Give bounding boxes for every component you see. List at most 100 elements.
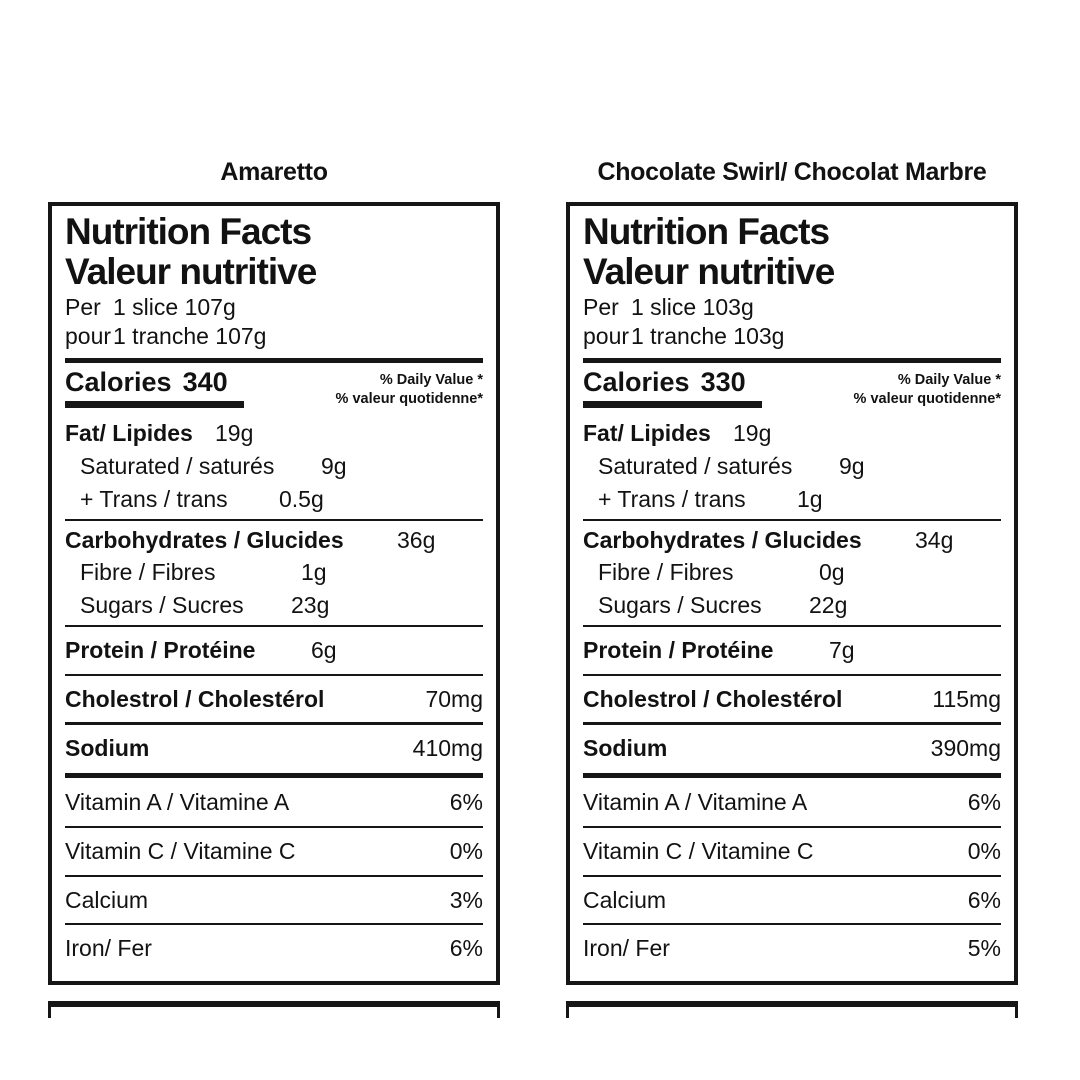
nutrient-label: Calcium: [583, 886, 667, 913]
divider: [583, 358, 1001, 364]
divider: [65, 624, 483, 627]
divider: [583, 518, 1001, 521]
serving-value-fr: 1 tranche 107g: [113, 322, 267, 349]
nutrient-value: 115mg: [932, 685, 1001, 712]
nutrition-facts-heading-en: Nutrition Facts: [583, 211, 830, 252]
nutrient-label: Saturated / saturés: [80, 453, 275, 480]
calories-number: 340: [182, 367, 228, 398]
nutrient-label: Vitamin C / Vitamine C: [583, 837, 814, 864]
nutrient-row: + Trans / trans 0.5g: [65, 483, 483, 516]
nutrient-label: + Trans / trans: [80, 485, 228, 512]
label-panel-amaretto: Amaretto Nutrition Facts Valeur nutritiv…: [48, 158, 500, 1019]
serving-value-en: 1 slice 103g: [631, 293, 754, 320]
nutrient-label: Fibre / Fibres: [80, 559, 216, 586]
nutrient-value: 0.5g: [279, 485, 324, 512]
nutrient-row: Protein / Protéine 7g: [583, 630, 1001, 671]
flavor-title: Chocolate Swirl/ Chocolat Marbre: [597, 158, 987, 186]
daily-value-note-en: % Daily Value *: [379, 372, 483, 389]
daily-value-note-fr: % valeur quotidenne*: [853, 391, 1001, 408]
nutrient-value: 0g: [819, 559, 845, 586]
nutrient-row: Saturated / saturés 9g: [65, 450, 483, 483]
calories-row: Calories 340 % Daily Value * % valeur quo…: [65, 363, 483, 409]
nutrient-label: Sugars / Sucres: [80, 592, 244, 619]
nutrition-facts-heading-fr: Valeur nutritive: [583, 251, 835, 293]
nutrient-row: + Trans / trans 1g: [583, 483, 1001, 516]
calories-value: Calories 340: [65, 367, 244, 409]
nutrient-label: Sodium: [583, 735, 668, 762]
nutrient-row: Sugars / Sucres 22g: [583, 589, 1001, 622]
nutrient-value: 6%: [967, 789, 1001, 816]
nutrient-row: Protein / Protéine 6g: [65, 630, 483, 671]
divider: [583, 722, 1001, 726]
divider: [583, 624, 1001, 627]
nutrient-row: Sodium 390mg: [583, 728, 1001, 769]
serving-size-en: Per 1 slice 107g: [65, 293, 483, 322]
serving-value-en: 1 slice 107g: [113, 293, 236, 320]
nutrient-value: 0%: [967, 837, 1001, 864]
nutrient-label: Iron/ Fer: [583, 935, 670, 962]
flavor-title: Amaretto: [220, 158, 328, 186]
nutrient-row: Fibre / Fibres 0g: [583, 556, 1001, 589]
nutrient-rows: Fat/ Lipides 19g Saturated / saturés 9g + Tr…: [583, 417, 1001, 969]
nutrient-row: Carbohydrates / Glucides 36g: [65, 524, 483, 557]
nutrient-row: Cholestrol / Cholestérol 70mg: [65, 679, 483, 720]
divider: [65, 874, 483, 877]
nutrient-value: 5%: [967, 935, 1001, 962]
divider: [583, 773, 1001, 779]
nutrient-label: Calcium: [65, 886, 149, 913]
nutrient-label: Fat/ Lipides: [65, 420, 193, 447]
divider: [65, 722, 483, 726]
serving-label-fr: pour: [583, 322, 630, 349]
nutrient-value: 1g: [797, 485, 823, 512]
nutrient-row: Vitamin C / Vitamine C 0%: [65, 831, 483, 872]
nutrient-value: 6%: [967, 886, 1001, 913]
nutrient-label: Carbohydrates / Glucides: [583, 526, 862, 553]
nutrient-row: Sodium 410mg: [65, 728, 483, 769]
serving-value-fr: 1 tranche 103g: [631, 322, 785, 349]
nutrient-row: Saturated / saturés 9g: [583, 450, 1001, 483]
nutrient-label: Sugars / Sucres: [598, 592, 762, 619]
nutrient-value: 6%: [449, 935, 483, 962]
nutrient-value: 70mg: [425, 685, 483, 712]
nutrient-value: 6g: [311, 636, 337, 663]
nutrition-facts-box: Nutrition Facts Valeur nutritive Per 1 s…: [48, 202, 500, 986]
nutrient-label: Cholestrol / Cholestérol: [583, 685, 843, 712]
nutrient-label: Saturated / saturés: [598, 453, 793, 480]
serving-label-fr: pour: [65, 322, 112, 349]
nutrient-row: Calcium 3%: [65, 880, 483, 921]
nutrient-label: Iron/ Fer: [65, 935, 152, 962]
nutrient-label: Protein / Protéine: [65, 636, 256, 663]
divider: [583, 673, 1001, 676]
divider: [65, 923, 483, 926]
nutrient-value: 9g: [321, 453, 347, 480]
nutrient-row: Carbohydrates / Glucides 34g: [583, 524, 1001, 557]
nutrient-value: 36g: [397, 526, 436, 553]
calories-value: Calories 330: [583, 367, 762, 409]
nutrient-value: 7g: [829, 636, 855, 663]
nutrient-row: Cholestrol / Cholestérol 115mg: [583, 679, 1001, 720]
nutrient-row: Calcium 6%: [583, 880, 1001, 921]
serving-size-en: Per 1 slice 103g: [583, 293, 1001, 322]
nutrient-row: Iron/ Fer 5%: [583, 928, 1001, 969]
divider: [583, 923, 1001, 926]
nutrient-label: Cholestrol / Cholestérol: [65, 685, 325, 712]
nutrient-label: Vitamin A / Vitamine A: [583, 789, 808, 816]
nutrient-label: Carbohydrates / Glucides: [65, 526, 344, 553]
nutrient-row: Fat/ Lipides 19g: [65, 417, 483, 450]
nutrient-label: + Trans / trans: [598, 485, 746, 512]
nutrient-label: Sodium: [65, 735, 150, 762]
calories-number: 330: [700, 367, 746, 398]
nutrient-row: Fibre / Fibres 1g: [65, 556, 483, 589]
calories-row: Calories 330 % Daily Value * % valeur quo…: [583, 363, 1001, 409]
nutrition-facts-box: Nutrition Facts Valeur nutritive Per 1 s…: [566, 202, 1018, 986]
divider: [65, 518, 483, 521]
divider: [65, 673, 483, 676]
nutrient-value: 6%: [449, 789, 483, 816]
nutrient-label: Fat/ Lipides: [583, 420, 711, 447]
cropped-next-label-box: [48, 1001, 500, 1019]
nutrient-value: 1g: [301, 559, 327, 586]
cropped-next-label-box: [566, 1001, 1018, 1019]
nutrient-value: 0%: [449, 837, 483, 864]
calories-word: Calories: [65, 367, 172, 398]
